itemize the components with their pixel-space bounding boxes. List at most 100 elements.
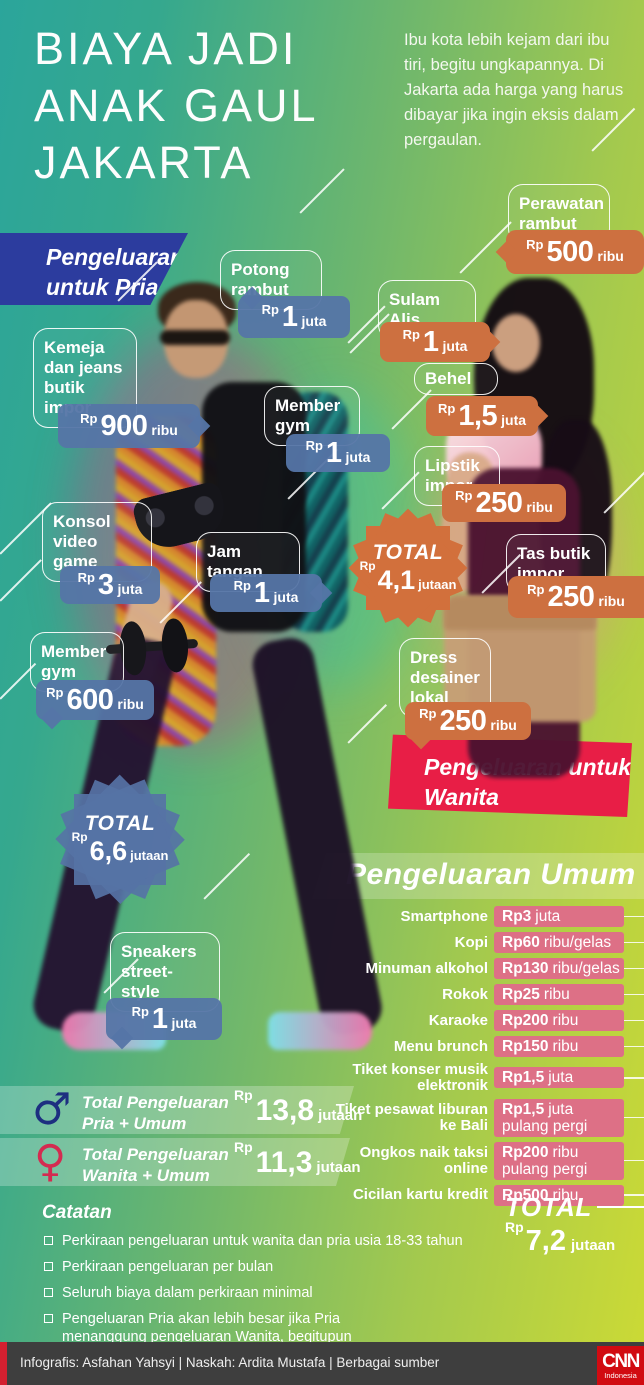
connector-line <box>624 1045 644 1048</box>
value-number: 500 <box>546 235 594 268</box>
value-chip-dress: Rp 250 ribu <box>405 702 531 750</box>
footer-bar: Infografis: Asfahan Yahsyi | Naskah: Ard… <box>0 1342 644 1385</box>
connector-line <box>624 1194 644 1196</box>
woman-photo-face <box>492 314 540 372</box>
currency-prefix: Rp <box>233 577 251 593</box>
currency-prefix: Rp <box>437 400 456 416</box>
total-title: TOTAL <box>505 1192 592 1222</box>
total-unit: jutaan <box>418 576 457 592</box>
man-sunglasses <box>160 330 230 345</box>
total-number: 13,8 <box>255 1094 315 1127</box>
row-value-chip: Rp1,5 juta pulang pergi <box>494 1098 624 1137</box>
value-number: 250 <box>475 486 523 519</box>
men-section-banner: Pengeluaran untuk Pria <box>0 233 188 305</box>
row-value-chip: Rp25 ribu <box>494 984 624 1005</box>
value-number: 250 <box>547 580 595 613</box>
note-text: Perkiraan pengeluaran untuk wanita dan p… <box>62 1233 463 1249</box>
value-chip-lipstik: Rp 250 ribu <box>442 484 566 522</box>
note-item: Perkiraan pengeluaran untuk wanita dan p… <box>42 1232 472 1251</box>
table-row: Tiket pesawat liburan ke Bali Rp1,5 juta p… <box>330 1098 644 1137</box>
umum-table: Smartphone Rp3 juta Kopi Rp60 ribu/gelas M… <box>330 906 644 1206</box>
square-bullet-icon <box>44 1261 53 1271</box>
connector-line <box>624 993 644 996</box>
value-number: 900 <box>100 409 148 442</box>
total-number: 7,2 <box>525 1225 566 1257</box>
page-title: BIAYA JADI ANAK GAUL JAKARTA <box>34 23 319 189</box>
value-chip-konsol: Rp 3 juta <box>60 566 160 604</box>
value-number: 1 <box>151 1002 168 1035</box>
connector-line <box>347 704 387 744</box>
currency-prefix: Rp <box>455 487 473 503</box>
footer-red-accent <box>0 1342 7 1385</box>
value-number: 1 <box>325 436 342 469</box>
row-label: Tiket pesawat liburan ke Bali <box>335 1100 488 1134</box>
row-label: Ongkos naik taksi online <box>359 1143 488 1177</box>
intro-text: Ibu kota lebih kejam dari ibu tiri, begi… <box>404 31 624 150</box>
value-unit: juta <box>273 589 299 605</box>
currency-prefix: Rp <box>234 1087 253 1103</box>
table-row: Ongkos naik taksi online Rp200 ribu pulang… <box>330 1141 644 1180</box>
connector-line <box>624 1077 644 1079</box>
total-unit: jutaan <box>318 1107 363 1124</box>
row-label: Tiket konser musik elektronik <box>352 1061 488 1094</box>
total-number: 6,6 <box>89 835 128 866</box>
currency-prefix: Rp <box>46 684 64 700</box>
row-label: Karaoke <box>428 1011 488 1029</box>
row-label: Smartphone <box>400 907 488 925</box>
value-number: 600 <box>66 683 114 716</box>
connector-line <box>0 559 42 602</box>
value-chip-jam-tangan: Rp 1 juta <box>210 574 333 612</box>
value-unit: juta <box>171 1015 197 1031</box>
grand-total-band-women <box>0 1138 350 1186</box>
chip-tail <box>40 706 64 730</box>
row-label: Rokok <box>442 985 488 1003</box>
value-unit: ribu <box>151 422 178 438</box>
total-umum: TOTAL Rp7,2 jutaan <box>505 1192 644 1258</box>
value-number: 250 <box>439 704 487 737</box>
value-chip-sulam-alis: Rp 1 juta <box>380 322 501 362</box>
value-number: 1 <box>253 576 270 609</box>
currency-prefix: Rp <box>359 558 376 573</box>
total-title: TOTAL <box>84 811 156 835</box>
table-row: Minuman alkohol Rp130 ribu/gelas <box>330 958 644 979</box>
connector-line <box>624 1116 644 1119</box>
value-unit: juta <box>442 338 468 354</box>
total-starburst-men: TOTAL Rp6,6 jutaan <box>54 774 186 904</box>
total-women: TOTAL Rp4,1 jutaan <box>348 508 468 628</box>
currency-prefix: Rp <box>526 236 544 252</box>
currency-prefix: Rp <box>305 437 323 453</box>
total-starburst-women: TOTAL Rp4,1 jutaan <box>348 508 468 628</box>
value-unit: ribu <box>526 499 553 515</box>
value-number: 1 <box>422 325 439 358</box>
cnn-indonesia-logo: CNN Indonesia <box>597 1346 644 1385</box>
connector-line <box>203 852 250 900</box>
grand-total-value-women: Rp 11,3 jutaan <box>234 1139 361 1180</box>
table-row: Karaoke Rp200 ribu <box>330 1010 644 1031</box>
value-number: 1 <box>281 300 298 333</box>
row-value-chip: Rp200 ribu <box>494 1010 624 1031</box>
credits-text: Infografis: Asfahan Yahsyi | Naskah: Ard… <box>20 1355 440 1370</box>
value-number: 3 <box>97 568 114 601</box>
dumbbell-disc-right <box>160 617 190 674</box>
female-icon: ♀ <box>34 1136 67 1187</box>
currency-prefix: Rp <box>131 1003 149 1019</box>
total-line <box>597 1206 644 1208</box>
value-chip-behel: Rp 1,5 juta <box>426 396 549 436</box>
row-value-chip: Rp200 ribu pulang pergi <box>494 1141 624 1180</box>
row-value-chip: Rp150 ribu <box>494 1036 624 1057</box>
total-number: 11,3 <box>255 1146 313 1179</box>
currency-prefix: Rp <box>71 829 88 844</box>
man-sneaker-right <box>268 1012 372 1050</box>
row-value-chip: Rp500 ribu <box>494 1184 624 1206</box>
note-item: Seluruh biaya dalam perkiraan minimal <box>42 1284 472 1303</box>
total-unit: jutaan <box>130 847 169 863</box>
note-item: Perkiraan pengeluaran per bulan <box>42 1258 472 1277</box>
connector-line <box>624 915 644 918</box>
notes-title: Catatan <box>42 1202 112 1223</box>
total-unit: jutaan <box>316 1159 361 1176</box>
value-unit: ribu <box>117 696 144 712</box>
currency-prefix: Rp <box>505 1219 524 1235</box>
note-text: Perkiraan pengeluaran per bulan <box>62 1258 274 1275</box>
callout-behel: Behel <box>414 363 498 396</box>
